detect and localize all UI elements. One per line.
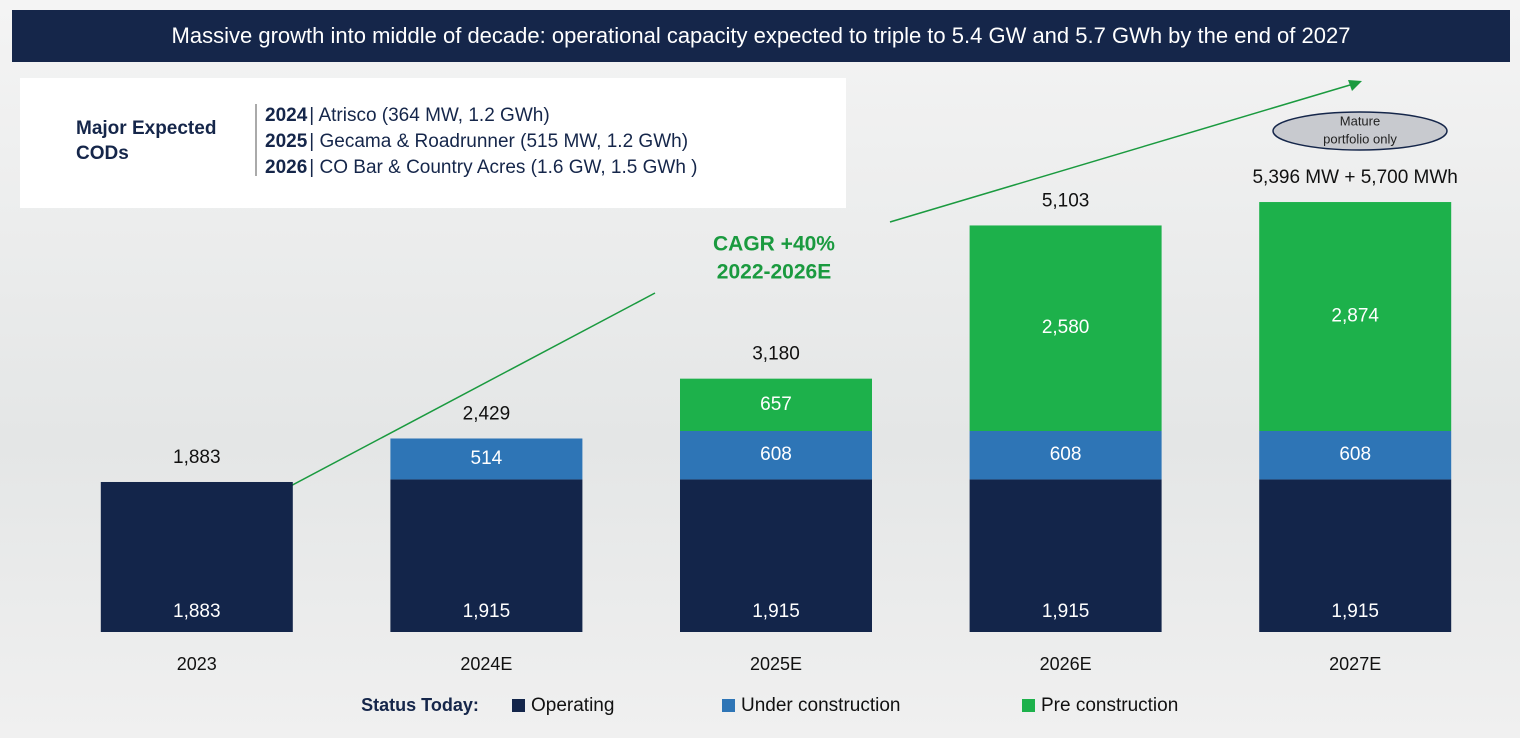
cods-text: | Gecama & Roadrunner (515 MW, 1.2 GWh): [309, 131, 688, 152]
total-label: 5,103: [1042, 190, 1090, 211]
x-tick-label: 2026E: [1040, 654, 1092, 674]
chart: Massive growth into middle of decade: op…: [0, 0, 1520, 738]
x-tick-label: 2027E: [1329, 654, 1381, 674]
total-label: 5,396 MW + 5,700 MWh: [1252, 167, 1457, 188]
cods-year: 2025: [265, 131, 308, 152]
legend-label: Under construction: [741, 695, 900, 716]
value-label: 1,915: [752, 601, 800, 622]
legend-title: Status Today:: [361, 695, 479, 715]
cagr-annotation: 2022-2026E: [717, 261, 831, 284]
value-label: 608: [1050, 444, 1082, 465]
legend-swatch: [722, 699, 735, 712]
cagr-annotation: CAGR +40%: [713, 233, 835, 256]
cods-year: 2024: [265, 105, 308, 126]
legend-label: Operating: [531, 695, 614, 716]
value-label: 2,874: [1331, 306, 1379, 327]
legend-label: Pre construction: [1041, 695, 1178, 716]
total-label: 3,180: [752, 344, 800, 365]
x-tick-label: 2025E: [750, 654, 802, 674]
value-label: 1,915: [463, 601, 511, 622]
x-tick-label: 2023: [177, 654, 217, 674]
value-label: 657: [760, 394, 792, 415]
value-label: 608: [1339, 444, 1371, 465]
value-label: 2,580: [1042, 317, 1090, 338]
cods-text: | Atrisco (364 MW, 1.2 GWh): [309, 105, 549, 126]
value-label: 1,915: [1331, 601, 1379, 622]
cods-heading: Major Expected: [76, 118, 216, 139]
portfolio-note: Mature: [1340, 113, 1380, 128]
legend-swatch: [1022, 699, 1035, 712]
value-label: 1,883: [173, 601, 221, 622]
value-label: 608: [760, 444, 792, 465]
legend-swatch: [512, 699, 525, 712]
value-label: 514: [471, 448, 503, 469]
cods-heading: CODs: [76, 143, 129, 164]
cods-text: | CO Bar & Country Acres (1.6 GW, 1.5 GW…: [309, 157, 697, 178]
chart-title: Massive growth into middle of decade: op…: [172, 23, 1351, 48]
value-label: 1,915: [1042, 601, 1090, 622]
x-tick-label: 2024E: [460, 654, 512, 674]
portfolio-note: portfolio only: [1323, 131, 1397, 146]
total-label: 2,429: [463, 404, 511, 425]
total-label: 1,883: [173, 447, 221, 468]
cods-year: 2026: [265, 157, 307, 178]
